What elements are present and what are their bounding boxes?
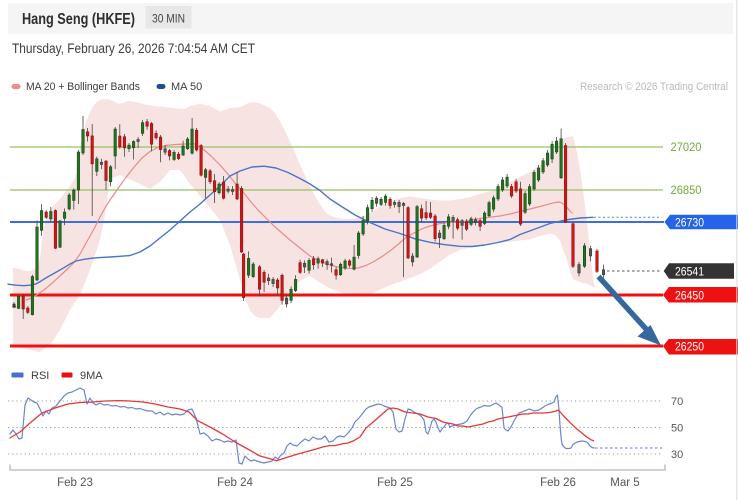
svg-text:26541: 26541 — [675, 267, 704, 279]
svg-text:50: 50 — [671, 423, 683, 435]
svg-text:30 MIN: 30 MIN — [152, 12, 185, 26]
svg-text:Research © 2026 Trading Centra: Research © 2026 Trading Central — [580, 81, 728, 93]
svg-text:MA 50: MA 50 — [171, 81, 202, 93]
svg-text:Thursday, February 26, 2026 7:: Thursday, February 26, 2026 7:04:54 AM C… — [12, 41, 255, 56]
svg-text:Feb 23: Feb 23 — [57, 477, 93, 489]
svg-text:Feb 24: Feb 24 — [217, 477, 253, 489]
svg-text:MA 20 + Bollinger Bands: MA 20 + Bollinger Bands — [26, 81, 140, 93]
svg-text:Feb 26: Feb 26 — [540, 477, 576, 489]
svg-text:RSI: RSI — [31, 370, 49, 382]
svg-text:27020: 27020 — [671, 142, 702, 154]
svg-text:Feb 25: Feb 25 — [377, 477, 413, 489]
svg-text:Hang Seng (HKFE): Hang Seng (HKFE) — [22, 11, 135, 28]
svg-text:26850: 26850 — [671, 185, 702, 197]
svg-text:9MA: 9MA — [80, 370, 103, 382]
svg-text:26250: 26250 — [675, 342, 704, 354]
svg-text:26730: 26730 — [675, 218, 704, 230]
svg-text:70: 70 — [671, 396, 683, 408]
svg-text:Mar 5: Mar 5 — [610, 477, 639, 489]
svg-text:26450: 26450 — [675, 291, 704, 303]
svg-text:30: 30 — [671, 449, 683, 461]
